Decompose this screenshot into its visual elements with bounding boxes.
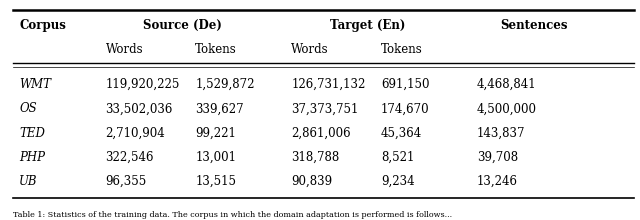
- Text: 322,546: 322,546: [106, 151, 154, 164]
- Text: 9,234: 9,234: [381, 175, 415, 188]
- Text: 13,515: 13,515: [195, 175, 236, 188]
- Text: UB: UB: [19, 175, 38, 188]
- Text: TED: TED: [19, 126, 45, 140]
- Text: 39,708: 39,708: [477, 151, 518, 164]
- Text: Words: Words: [106, 43, 143, 56]
- Text: Corpus: Corpus: [19, 19, 66, 32]
- Text: Tokens: Tokens: [195, 43, 237, 56]
- Text: Sentences: Sentences: [500, 19, 568, 32]
- Text: 2,861,006: 2,861,006: [291, 126, 351, 140]
- Text: 119,920,225: 119,920,225: [106, 78, 180, 91]
- Text: 45,364: 45,364: [381, 126, 422, 140]
- Text: 691,150: 691,150: [381, 78, 429, 91]
- Text: 13,246: 13,246: [477, 175, 518, 188]
- Text: Source (De): Source (De): [143, 19, 222, 32]
- Text: 126,731,132: 126,731,132: [291, 78, 365, 91]
- Text: 2,710,904: 2,710,904: [106, 126, 165, 140]
- Text: 99,221: 99,221: [195, 126, 236, 140]
- Text: 174,670: 174,670: [381, 102, 429, 116]
- Text: 4,500,000: 4,500,000: [477, 102, 537, 116]
- Text: 8,521: 8,521: [381, 151, 414, 164]
- Text: 13,001: 13,001: [195, 151, 236, 164]
- Text: 33,502,036: 33,502,036: [106, 102, 173, 116]
- Text: 339,627: 339,627: [195, 102, 244, 116]
- Text: 90,839: 90,839: [291, 175, 332, 188]
- Text: PHP: PHP: [19, 151, 45, 164]
- Text: Words: Words: [291, 43, 329, 56]
- Text: Table 1: Statistics of the training data. The corpus in which the domain adaptat: Table 1: Statistics of the training data…: [13, 211, 452, 219]
- Text: WMT: WMT: [19, 78, 51, 91]
- Text: Target (En): Target (En): [330, 19, 406, 32]
- Text: 96,355: 96,355: [106, 175, 147, 188]
- Text: 318,788: 318,788: [291, 151, 339, 164]
- Text: 4,468,841: 4,468,841: [477, 78, 536, 91]
- Text: 37,373,751: 37,373,751: [291, 102, 358, 116]
- Text: OS: OS: [19, 102, 37, 116]
- Text: 143,837: 143,837: [477, 126, 525, 140]
- Text: 1,529,872: 1,529,872: [195, 78, 255, 91]
- Text: Tokens: Tokens: [381, 43, 422, 56]
